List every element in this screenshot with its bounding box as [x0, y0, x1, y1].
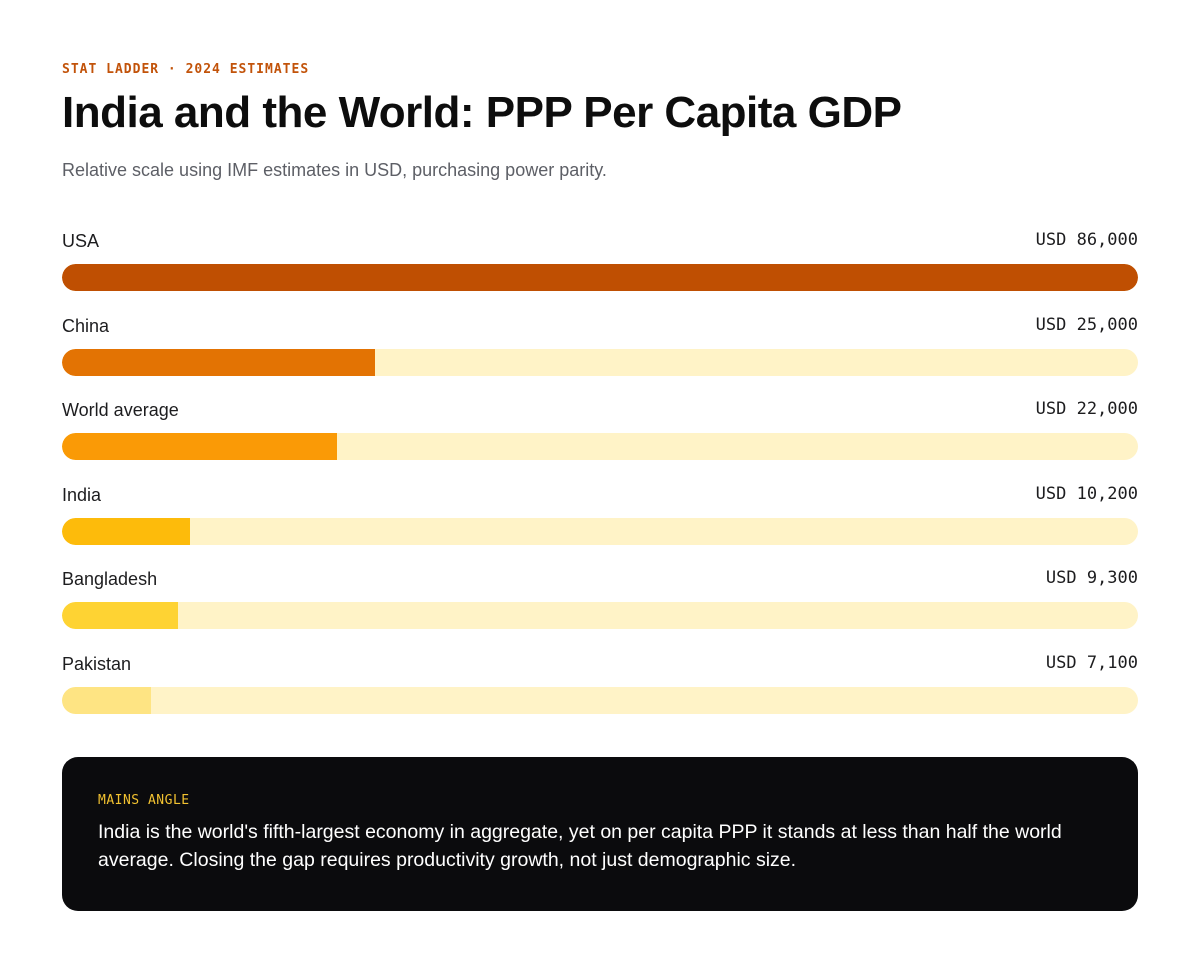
- bar-row: World average USD 22,000: [62, 397, 1138, 482]
- value-label: USD 86,000: [1035, 230, 1138, 250]
- mains-angle-callout: MAINS ANGLE India is the world's fifth-l…: [62, 757, 1138, 911]
- bar-row: Pakistan USD 7,100: [62, 651, 1138, 736]
- bar-fill: [62, 517, 190, 545]
- bar-track: [62, 433, 1138, 460]
- category-label: World average: [62, 400, 179, 420]
- chart-title: India and the World: PPP Per Capita GDP: [62, 88, 902, 137]
- value-label: USD 10,200: [1035, 483, 1138, 504]
- value-label: USD 22,000: [1035, 399, 1138, 419]
- category-label: China: [62, 315, 110, 336]
- bar-track: [62, 348, 1138, 376]
- bar-fill: [62, 602, 179, 629]
- bar-fill: [62, 264, 1138, 291]
- category-label: India: [62, 484, 102, 505]
- bar-row: USA USD 86,000: [62, 228, 1138, 313]
- bar-row: India USD 10,200: [62, 482, 1138, 567]
- callout-text: India is the world's fifth-largest econo…: [98, 821, 1062, 871]
- bar-track: [62, 517, 1138, 545]
- category-label: USA: [62, 231, 100, 251]
- chart-subtitle: Relative scale using IMF estimates in US…: [62, 160, 607, 180]
- callout-label: MAINS ANGLE: [98, 793, 190, 808]
- value-label: USD 9,300: [1045, 568, 1138, 588]
- bar-row: China USD 25,000: [62, 313, 1138, 398]
- bar-rows: USA USD 86,000 China USD 25,000 World averag…: [62, 228, 1138, 735]
- value-label: USD 25,000: [1035, 314, 1138, 335]
- bar-fill: [62, 686, 151, 714]
- category-label: Pakistan: [62, 653, 132, 674]
- bar-track: [62, 602, 1138, 629]
- category-label: Bangladesh: [62, 569, 158, 589]
- value-label: USD 7,100: [1045, 652, 1138, 673]
- bar-row: Bangladesh USD 9,300: [62, 566, 1138, 651]
- bar-fill: [62, 348, 375, 376]
- bar-track: [62, 264, 1138, 291]
- bar-fill: [62, 433, 338, 460]
- bar-track: [62, 686, 1138, 714]
- eyebrow-label: STAT LADDER · 2024 ESTIMATES: [62, 62, 310, 77]
